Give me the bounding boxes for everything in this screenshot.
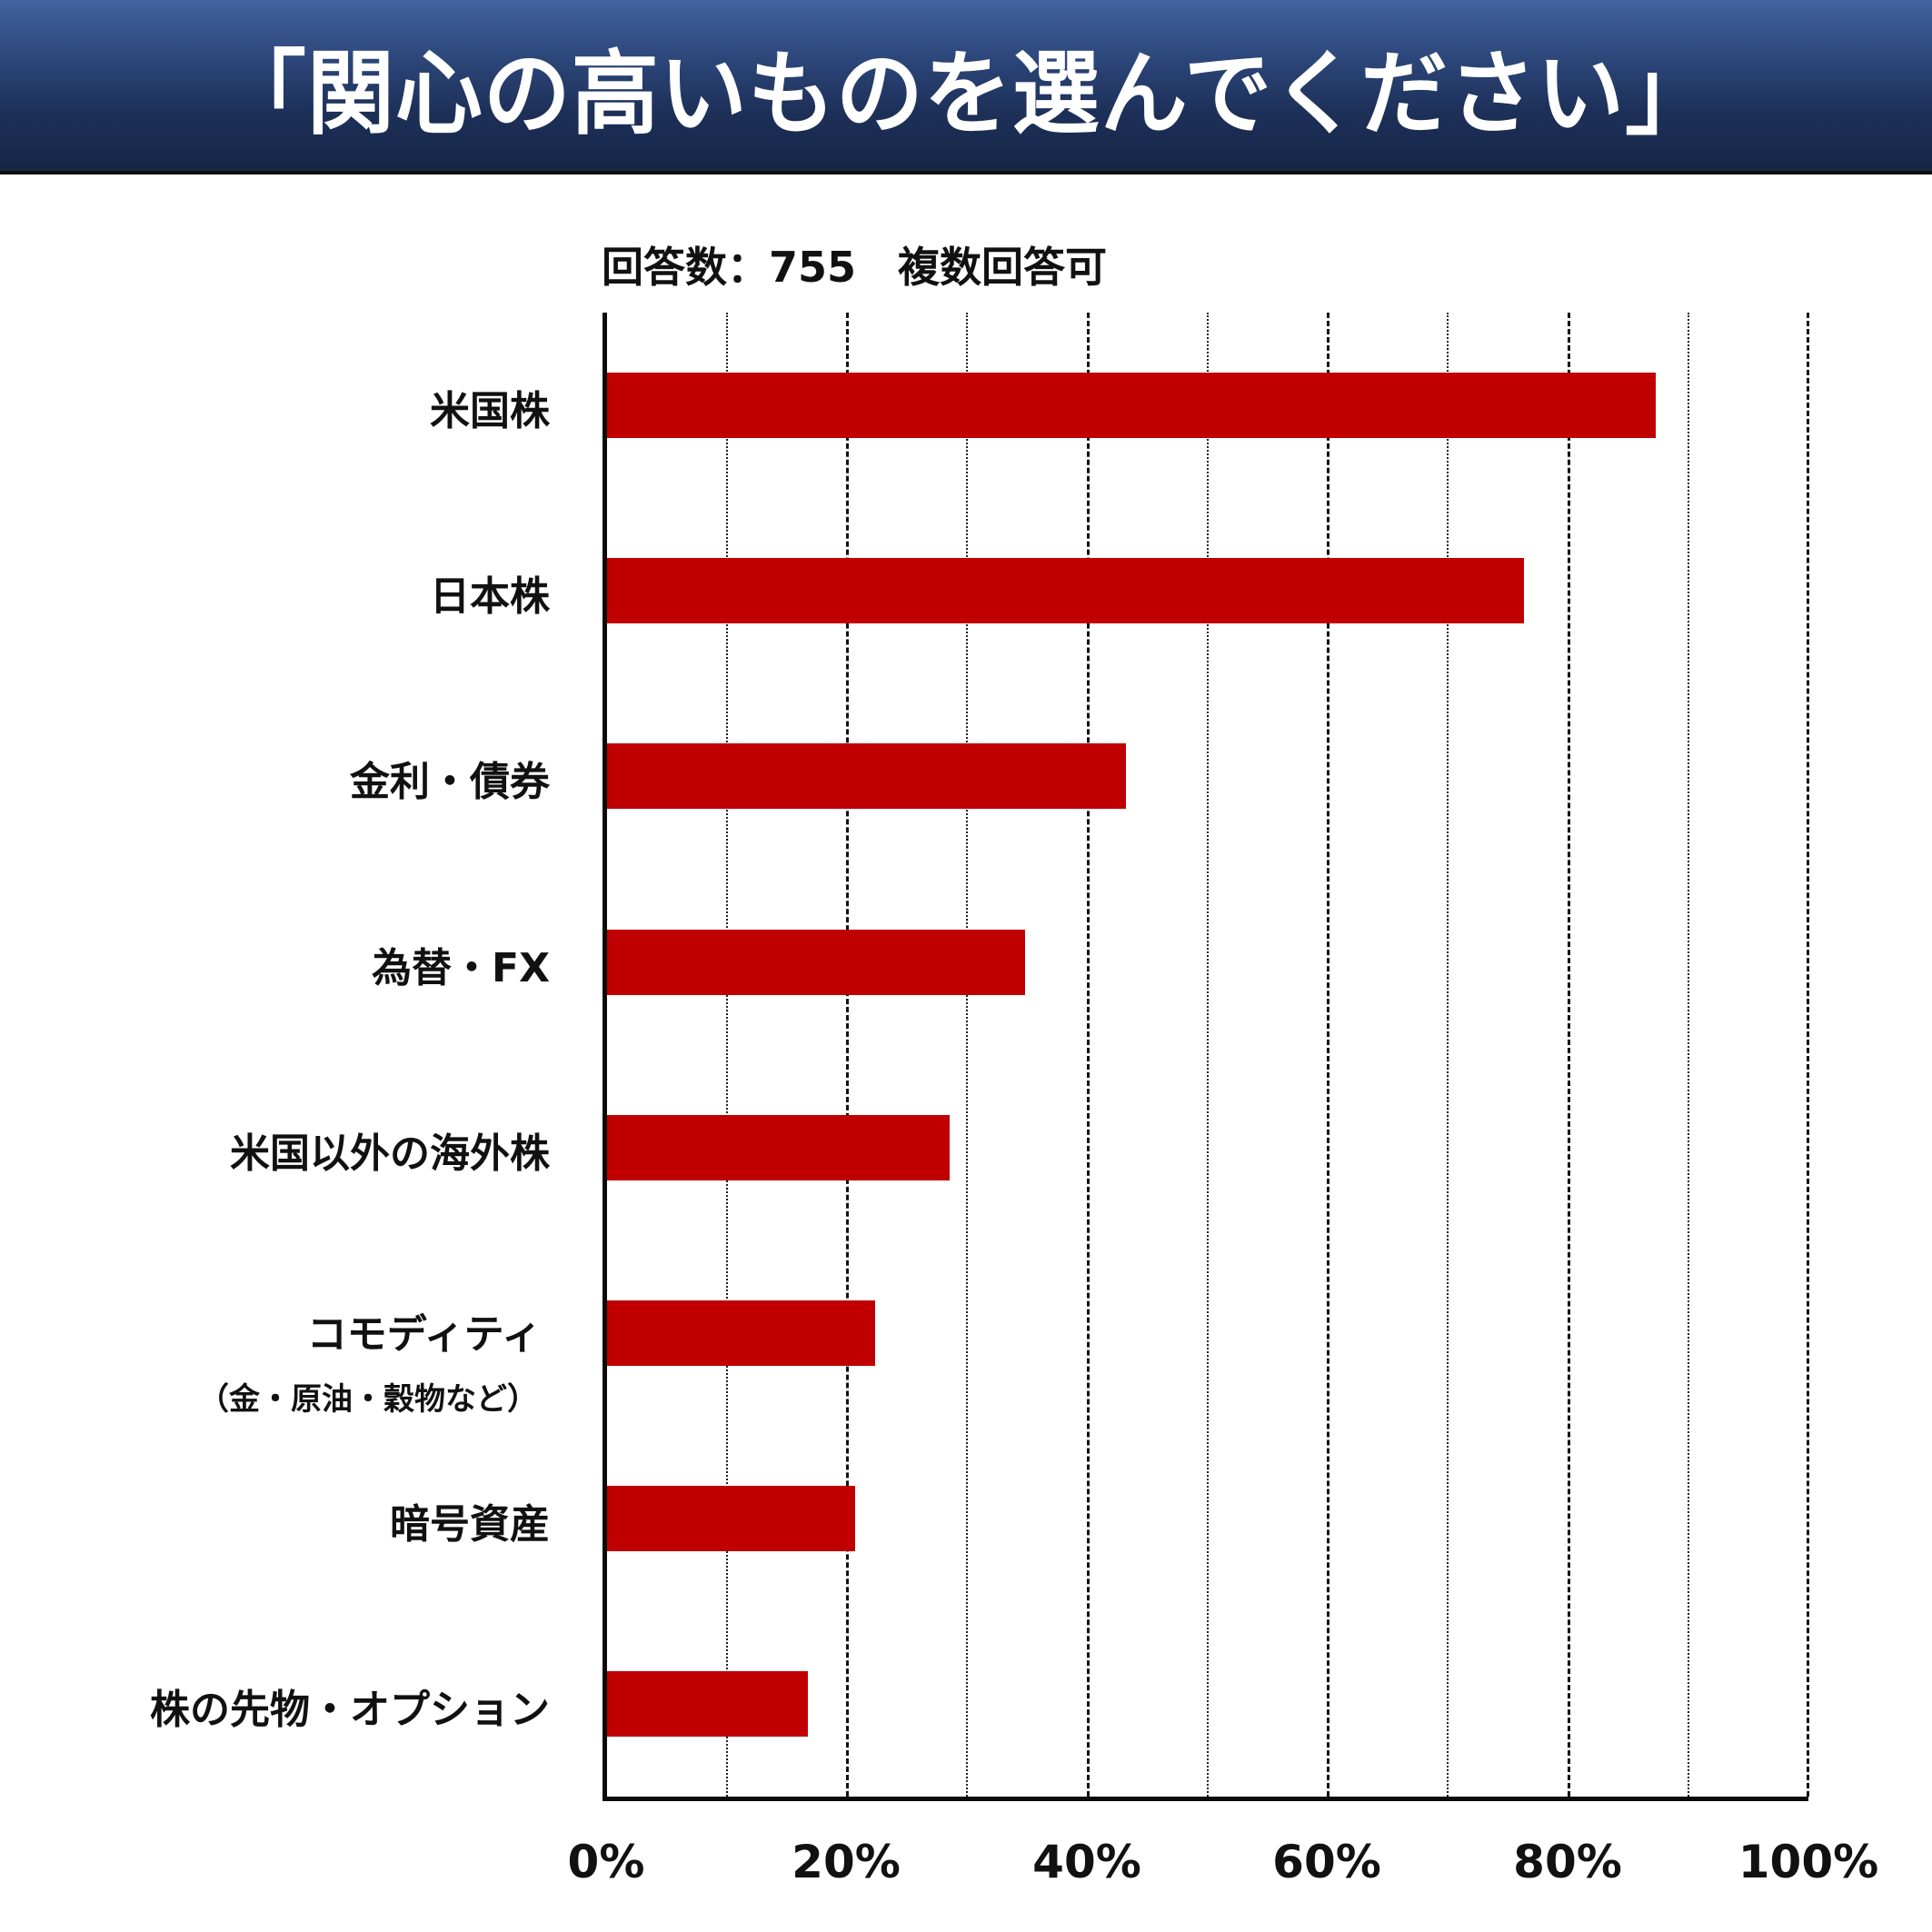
bar-non-us-foreign-stocks <box>607 1115 950 1180</box>
gridline-100 <box>1807 313 1809 1797</box>
category-label: 為替・FX <box>372 945 550 991</box>
gridline-80 <box>1568 313 1570 1797</box>
bar-rates-bonds <box>607 743 1126 809</box>
x-tick-label: 60% <box>1272 1836 1381 1888</box>
category-label: 米国株 <box>430 388 550 434</box>
bar-fx <box>607 930 1025 995</box>
gridline-70 <box>1447 313 1449 1797</box>
category-label: コモディティ <box>306 1311 542 1358</box>
chart-title: 「関心の高いものを選んでください」 <box>218 40 1714 147</box>
x-tick-label: 20% <box>792 1836 901 1888</box>
category-label: 株の先物・オプション <box>150 1687 550 1733</box>
gridline-40 <box>1087 313 1090 1797</box>
bar-crypto <box>607 1486 855 1551</box>
y-axis <box>603 313 607 1800</box>
category-sublabel: （金・原油・穀物など） <box>198 1381 538 1418</box>
response-count-note: 回答数：755 複数回答可 <box>602 243 1108 292</box>
gridline-20 <box>846 313 849 1797</box>
gridline-50 <box>1207 313 1209 1797</box>
title-banner: 「関心の高いものを選んでください」 <box>0 0 1932 174</box>
gridline-90 <box>1688 313 1689 1797</box>
gridline-30 <box>966 313 968 1797</box>
bar-stock-futures-options <box>607 1671 808 1737</box>
gridline-10 <box>726 313 728 1797</box>
category-label: 日本株 <box>430 573 550 620</box>
category-label: 金利・債券 <box>350 759 550 805</box>
bar-us-stocks <box>607 373 1656 438</box>
bar-japan-stocks <box>607 558 1524 623</box>
x-tick-label: 100% <box>1738 1836 1879 1888</box>
gridline-60 <box>1327 313 1329 1797</box>
category-label: 暗号資産 <box>390 1501 550 1548</box>
plot-area <box>603 313 1809 1801</box>
x-tick-label: 0% <box>567 1836 645 1888</box>
x-tick-label: 40% <box>1032 1836 1141 1888</box>
x-tick-label: 80% <box>1513 1836 1622 1888</box>
bar-commodities <box>607 1300 875 1366</box>
x-axis <box>603 1797 1808 1801</box>
category-label: 米国以外の海外株 <box>230 1130 550 1177</box>
